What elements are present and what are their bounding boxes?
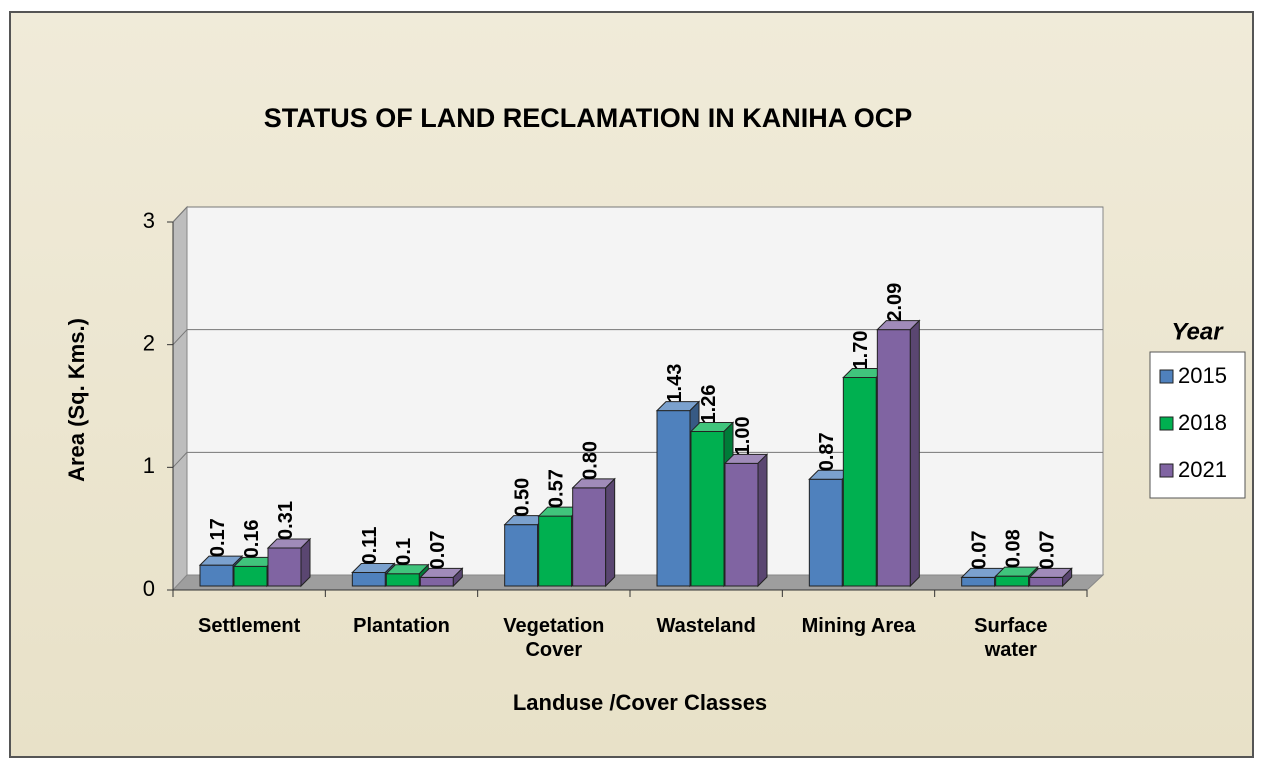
bar (385, 573, 420, 587)
legend-label: 2018 (1178, 410, 1227, 435)
data-label: 0.57 (545, 469, 567, 508)
bar-side (1062, 567, 1073, 588)
bar (724, 462, 759, 587)
data-label: 0.11 (359, 527, 381, 565)
grid-line (172, 451, 188, 468)
y-tick-label: 2 (143, 330, 155, 355)
legend-title: Year (1171, 318, 1224, 345)
data-label: 0.07 (968, 530, 990, 569)
bar (199, 564, 234, 587)
y-tick-label: 0 (143, 576, 155, 601)
grid-line (172, 206, 188, 223)
x-tick-label: Vegetation Cover (503, 615, 605, 661)
bar (876, 329, 911, 587)
x-tick-label: Plantation (353, 615, 450, 637)
bar (538, 515, 573, 587)
legend-label: 2015 (1178, 363, 1227, 388)
data-label: 1.43 (664, 364, 686, 403)
data-label: 0.87 (816, 432, 838, 471)
legend-label: 2021 (1178, 457, 1227, 482)
x-axis-label: Landuse /Cover Classes (513, 690, 767, 715)
chart-title: STATUS OF LAND RECLAMATION IN KANIHA OCP (264, 103, 912, 133)
side-wall (172, 205, 188, 592)
bar (267, 547, 302, 587)
x-tick-label: Surface water (974, 615, 1048, 661)
bar (419, 576, 454, 587)
bar-side (300, 537, 311, 588)
data-label: 1.00 (732, 416, 754, 455)
bar (995, 575, 1030, 587)
bar (233, 565, 268, 587)
legend-swatch (1159, 416, 1174, 431)
bar-side (757, 453, 768, 588)
back-wall (186, 206, 1104, 576)
bar-side (909, 319, 920, 588)
x-tick-label: Mining Area (801, 615, 916, 637)
bar (656, 410, 691, 587)
data-label: 0.17 (207, 518, 229, 557)
data-label: 1.70 (850, 331, 872, 370)
bar (1029, 576, 1064, 587)
data-label: 0.50 (511, 478, 533, 517)
data-label: 0.80 (579, 441, 601, 480)
data-label: 0.1 (393, 538, 415, 566)
bar (961, 576, 996, 587)
data-label: 0.07 (427, 530, 449, 569)
bar-side (452, 567, 463, 588)
y-axis-label: Area (Sq. Kms.) (64, 318, 89, 482)
data-label: 2.09 (884, 283, 906, 322)
grid-line (172, 329, 188, 346)
data-label: 0.16 (241, 519, 263, 558)
bar (572, 487, 607, 587)
legend-swatch (1159, 369, 1174, 384)
x-tick-label: Wasteland (656, 615, 756, 637)
data-label: 0.07 (1036, 530, 1058, 569)
data-label: 1.26 (698, 385, 720, 424)
data-label: 0.08 (1002, 529, 1024, 568)
y-tick-label: 1 (143, 453, 155, 478)
bar (351, 572, 386, 587)
bar (842, 376, 877, 587)
bar-side (605, 477, 616, 588)
legend-swatch (1159, 463, 1174, 478)
bar (808, 478, 843, 587)
y-tick-label: 3 (143, 208, 155, 233)
x-tick-label: Settlement (198, 615, 301, 637)
bar (690, 430, 725, 587)
bar (504, 524, 539, 587)
data-label: 0.31 (275, 501, 297, 540)
